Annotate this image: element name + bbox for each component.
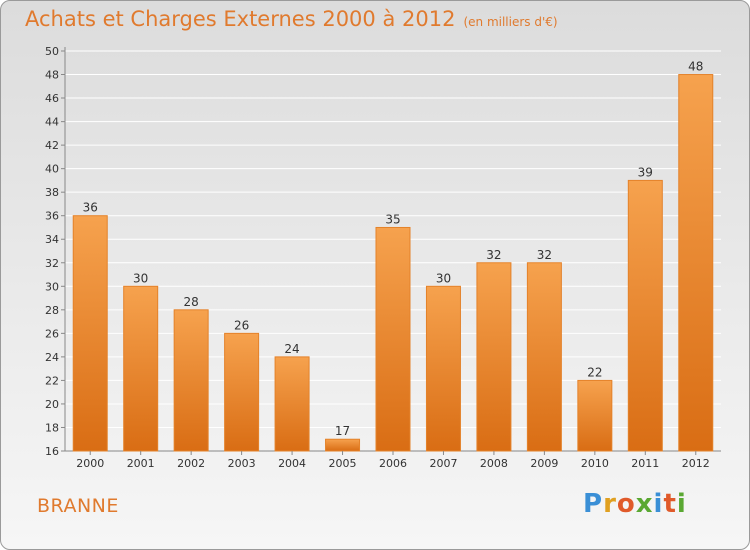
x-tick-label-2010: 2010 — [581, 457, 609, 470]
x-tick-label-2003: 2003 — [228, 457, 256, 470]
value-label-2006: 35 — [385, 212, 400, 226]
bar-2008 — [476, 262, 512, 452]
y-tick-label: 28 — [45, 304, 59, 317]
x-tick-label-2009: 2009 — [530, 457, 558, 470]
x-tick-label-2002: 2002 — [177, 457, 205, 470]
bar-2010 — [577, 379, 613, 452]
commune-name: BRANNE — [37, 495, 119, 517]
y-tick-label: 44 — [45, 116, 59, 129]
y-tick-label: 34 — [45, 233, 59, 246]
bar-2011 — [627, 179, 663, 452]
bar-2001 — [123, 285, 159, 452]
value-label-2010: 22 — [587, 365, 602, 379]
bar-2002 — [173, 309, 209, 452]
y-tick-label: 48 — [45, 69, 59, 82]
value-label-2005: 17 — [335, 424, 350, 438]
logo-letter: i — [653, 489, 664, 519]
bar-2003 — [224, 332, 260, 452]
value-label-2009: 32 — [537, 248, 552, 262]
bar-2000 — [72, 215, 108, 452]
chart-title: Achats et Charges Externes 2000 à 2012 (e… — [25, 7, 558, 31]
x-tick-label-2000: 2000 — [76, 457, 104, 470]
y-tick-label: 26 — [45, 327, 59, 340]
y-tick-label: 36 — [45, 210, 59, 223]
value-label-2003: 26 — [234, 318, 249, 332]
bar-2005 — [325, 438, 361, 452]
y-tick-label: 30 — [45, 280, 59, 293]
value-label-2012: 48 — [688, 60, 703, 74]
bar-2007 — [425, 285, 461, 452]
logo-letter: i — [676, 489, 687, 519]
x-tick-label-2011: 2011 — [631, 457, 659, 470]
value-label-2008: 32 — [486, 248, 501, 262]
y-tick-label: 38 — [45, 186, 59, 199]
value-label-2002: 28 — [184, 295, 199, 309]
chart-unit: (en milliers d'€) — [463, 15, 558, 29]
logo-letter: P — [583, 489, 604, 519]
y-tick-label: 50 — [45, 45, 59, 58]
x-tick-label-2012: 2012 — [682, 457, 710, 470]
x-tick-label-2007: 2007 — [429, 457, 457, 470]
bar-2012 — [678, 74, 714, 452]
logo-letter: t — [663, 489, 677, 519]
bar-2009 — [526, 262, 562, 452]
value-label-2007: 30 — [436, 271, 451, 285]
y-tick-label: 16 — [45, 445, 59, 458]
y-tick-label: 18 — [45, 421, 59, 434]
value-label-2001: 30 — [133, 271, 148, 285]
logo-letter: o — [616, 489, 636, 519]
x-tick-label-2001: 2001 — [127, 457, 155, 470]
logo-letter: r — [603, 489, 617, 519]
x-tick-label-2006: 2006 — [379, 457, 407, 470]
logo-letter: x — [635, 489, 654, 519]
x-tick-label-2004: 2004 — [278, 457, 306, 470]
y-tick-label: 42 — [45, 139, 59, 152]
value-label-2011: 39 — [638, 165, 653, 179]
value-label-2004: 24 — [284, 342, 299, 356]
y-tick-label: 24 — [45, 351, 59, 364]
proxiti-logo: Proxiti — [583, 489, 687, 519]
y-tick-label: 20 — [45, 398, 59, 411]
bar-2004 — [274, 356, 310, 452]
x-tick-label-2008: 2008 — [480, 457, 508, 470]
x-tick-label-2005: 2005 — [329, 457, 357, 470]
value-label-2000: 36 — [83, 201, 98, 215]
y-tick-label: 32 — [45, 257, 59, 270]
y-tick-label: 46 — [45, 92, 59, 105]
chart-title-text: Achats et Charges Externes 2000 à 2012 — [25, 7, 456, 31]
y-tick-label: 40 — [45, 163, 59, 176]
bar-2006 — [375, 226, 411, 452]
y-tick-label: 22 — [45, 374, 59, 387]
